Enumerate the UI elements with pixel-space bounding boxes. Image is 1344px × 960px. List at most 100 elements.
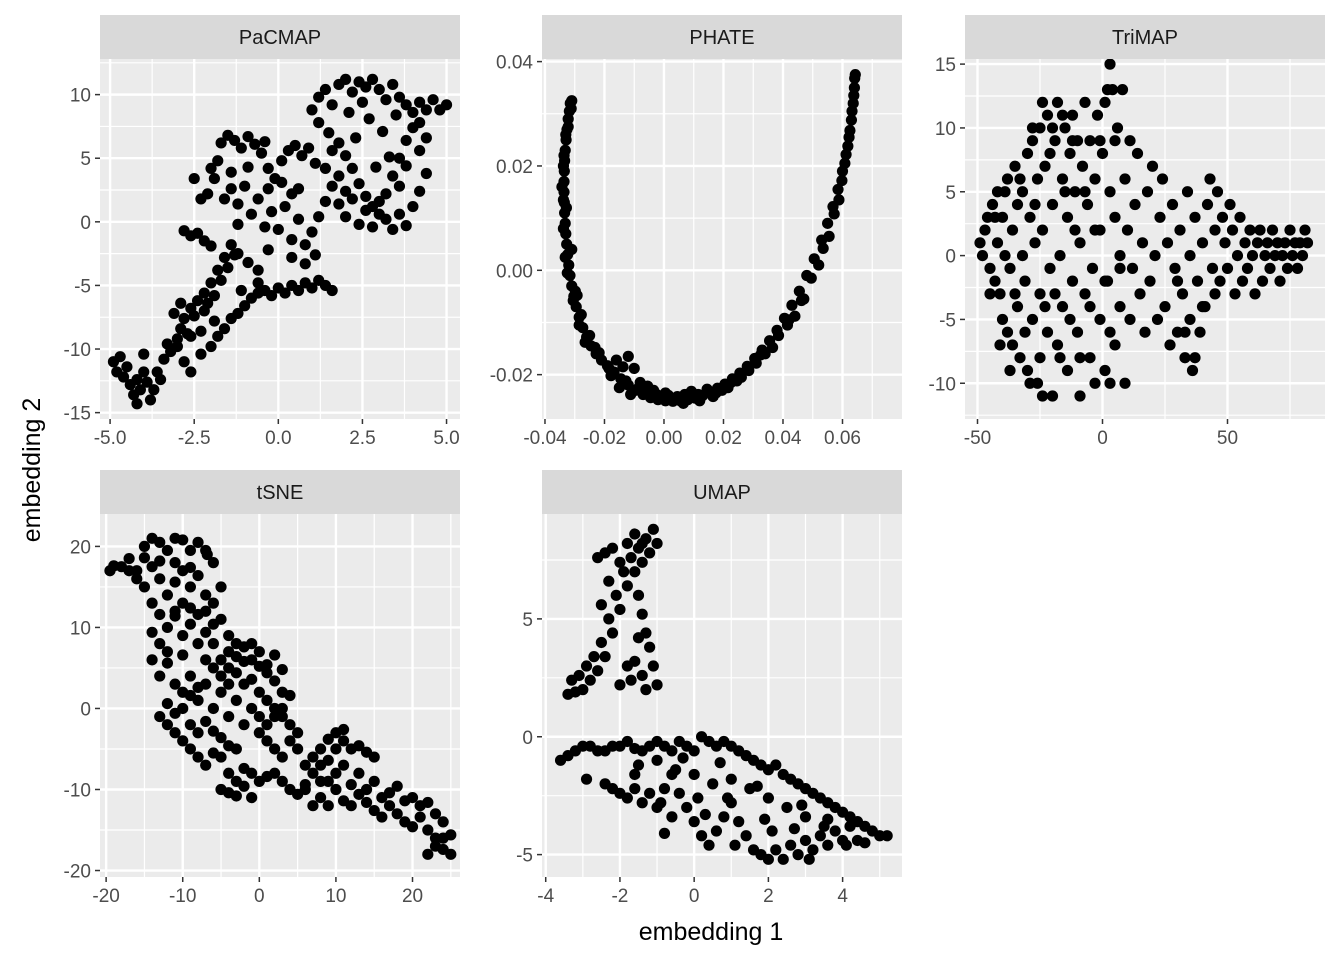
scatter-point (840, 839, 852, 851)
scatter-point (154, 573, 166, 585)
scatter-point (207, 702, 219, 715)
scatter-point (1239, 237, 1251, 249)
scatter-point (1186, 364, 1199, 377)
scatter-point (246, 791, 258, 804)
scatter-point (595, 599, 607, 611)
scatter-point (195, 325, 207, 337)
scatter-point (573, 669, 585, 682)
scatter-point (848, 89, 860, 102)
scatter-point (725, 376, 737, 389)
scatter-point (1126, 262, 1139, 274)
scatter-point (1156, 173, 1169, 185)
scatter-point (299, 783, 311, 796)
scatter-point (976, 249, 989, 262)
scatter-point (1154, 211, 1166, 223)
scatter-point (984, 262, 996, 274)
scatter-point (636, 669, 648, 682)
scatter-point (1279, 237, 1291, 249)
scatter-point (353, 740, 365, 752)
scatter-point (642, 380, 654, 392)
scatter-point (1089, 224, 1101, 236)
scatter-point (650, 388, 663, 401)
scatter-point (169, 576, 181, 588)
scatter-point (636, 537, 648, 550)
scatter-point (707, 778, 719, 790)
scatter-point (1081, 198, 1094, 211)
scatter-point (215, 654, 227, 666)
scatter-point (1009, 160, 1021, 172)
scatter-point (740, 830, 752, 842)
scatter-point (1221, 262, 1234, 274)
scatter-point (629, 768, 641, 781)
scatter-point (322, 733, 334, 745)
scatter-point (345, 800, 357, 812)
scatter-point (284, 719, 296, 731)
scatter-point (242, 256, 254, 269)
facet-strip (965, 15, 1325, 59)
y-tick-label: 0 (522, 728, 533, 749)
y-tick-label: 20 (70, 537, 91, 558)
scatter-point (265, 290, 278, 302)
scatter-point (161, 544, 174, 557)
scatter-point (269, 710, 281, 723)
scatter-point (437, 832, 449, 844)
scatter-point (1171, 275, 1184, 287)
scatter-point (340, 73, 352, 85)
scatter-point (380, 94, 392, 106)
scatter-point (1166, 198, 1179, 211)
scatter-point (230, 790, 242, 802)
scatter-point (168, 307, 180, 320)
scatter-point (337, 723, 350, 736)
scatter-point (207, 597, 219, 609)
scatter-point (573, 319, 585, 331)
scatter-point (322, 800, 334, 812)
scatter-point (1301, 237, 1314, 249)
scatter-point (346, 162, 358, 174)
scatter-point (1046, 198, 1059, 211)
scatter-point (655, 797, 667, 809)
scatter-point (296, 150, 308, 162)
scatter-point (276, 155, 288, 167)
scatter-point (1011, 301, 1024, 313)
scatter-point (383, 800, 396, 812)
scatter-point (743, 364, 755, 377)
scatter-point (407, 106, 419, 119)
scatter-point (191, 227, 204, 239)
scatter-point (146, 626, 158, 638)
scatter-point (1114, 301, 1126, 313)
scatter-points (104, 532, 457, 860)
scatter-point (306, 282, 318, 294)
scatter-point (1114, 249, 1126, 262)
x-tick-label: 0 (689, 886, 700, 907)
scatter-point (262, 244, 274, 256)
scatter-point (814, 830, 826, 842)
scatter-point (292, 183, 305, 195)
scatter-point (1219, 237, 1231, 249)
scatter-point (1051, 96, 1064, 109)
scatter-point (138, 366, 150, 378)
scatter-point (429, 832, 442, 844)
scatter-point (353, 218, 365, 230)
scatter-point (1021, 364, 1034, 377)
scatter-point (1016, 249, 1029, 262)
scatter-point (154, 608, 166, 621)
scatter-point (169, 557, 181, 569)
scatter-point (360, 190, 372, 202)
scatter-point (625, 674, 637, 686)
scatter-point (1101, 84, 1114, 96)
scatter-points (974, 59, 1314, 402)
scatter-point (249, 138, 261, 150)
scatter-point (557, 160, 570, 172)
scatter-point (659, 387, 672, 399)
scatter-point (1091, 109, 1104, 121)
scatter-point (192, 681, 204, 693)
scatter-point (1079, 288, 1091, 300)
scatter-point (629, 783, 641, 795)
scatter-point (178, 356, 190, 368)
x-tick-label: 0.04 (764, 428, 801, 449)
scatter-point (559, 251, 571, 263)
scatter-point (805, 272, 817, 284)
scatter-point (215, 274, 227, 286)
facet-title: TriMAP (1112, 27, 1178, 49)
scatter-point (440, 99, 453, 111)
